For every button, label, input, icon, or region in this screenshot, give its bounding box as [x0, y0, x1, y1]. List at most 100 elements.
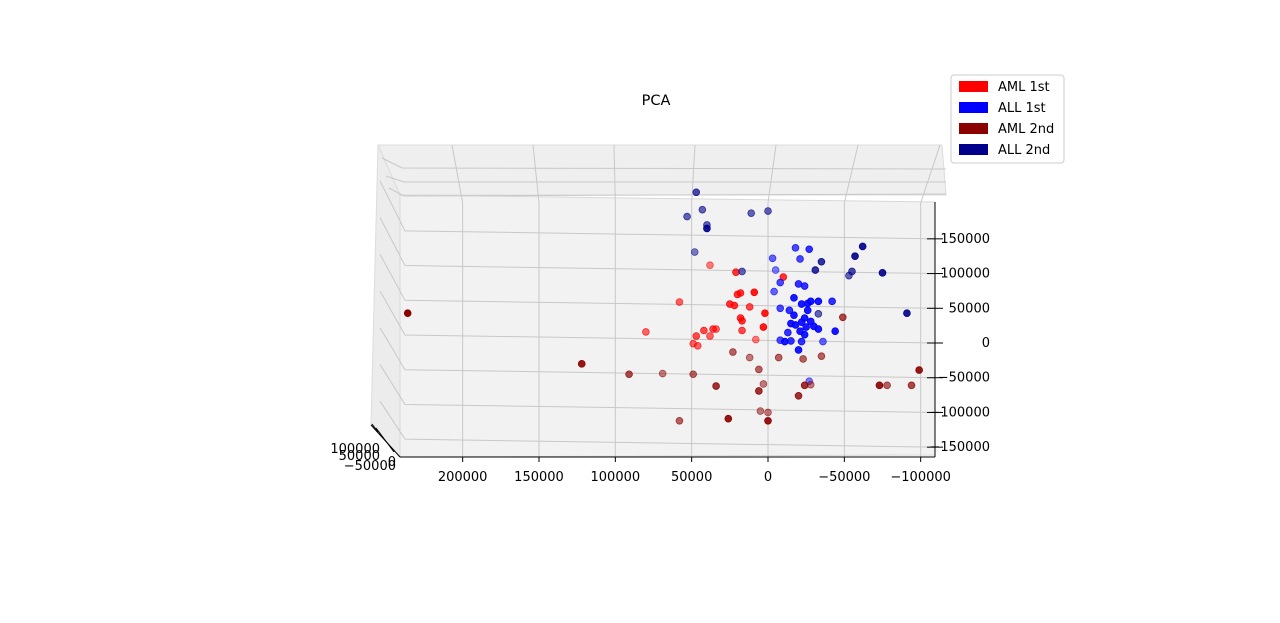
data-point-aml-2nd — [712, 382, 720, 390]
z-gridline — [379, 327, 936, 379]
data-point-aml-2nd — [774, 353, 783, 362]
y-tick-mark — [381, 435, 389, 445]
y-tick-mark — [387, 443, 395, 453]
data-point-all-1st — [768, 254, 777, 263]
x-gridline — [613, 144, 616, 457]
data-point-all-2nd — [858, 242, 867, 251]
y-tick-label: 50000 — [339, 449, 380, 464]
x-gridline — [532, 144, 540, 457]
legend-swatch-all-2nd — [959, 144, 988, 155]
data-point-all-1st — [831, 327, 839, 335]
data-point-all-2nd — [698, 205, 707, 214]
z-tick-label: 150000 — [940, 232, 990, 247]
gridlines — [379, 144, 947, 457]
data-point-aml-1st — [706, 261, 714, 270]
data-point-aml-2nd — [745, 353, 754, 362]
data-point-aml-2nd — [729, 348, 737, 356]
z-tick-label: −50000 — [938, 371, 990, 386]
data-point-all-1st — [791, 244, 800, 252]
data-point-aml-1st — [733, 290, 742, 299]
data-point-aml-1st — [706, 332, 714, 340]
data-point-aml-1st — [730, 301, 739, 310]
data-point-all-2nd — [692, 188, 701, 197]
z-tick-label: −150000 — [929, 440, 990, 455]
data-point-all-2nd — [878, 269, 887, 277]
data-point-aml-1st — [745, 303, 754, 311]
data-point-aml-1st — [642, 328, 650, 336]
z-tick-label: −100000 — [929, 405, 990, 420]
data-point-all-1st — [797, 318, 806, 326]
data-point-aml-2nd — [403, 309, 412, 317]
data-point-aml-2nd — [799, 355, 807, 363]
data-point-all-1st — [784, 328, 792, 337]
legend-label-all-1st: ALL 1st — [998, 101, 1046, 116]
data-point-all-1st — [776, 304, 785, 313]
data-point-all-1st — [805, 245, 814, 254]
data-point-all-1st — [790, 294, 798, 302]
data-point-aml-2nd — [658, 369, 667, 378]
x-tick-label: −100000 — [890, 470, 951, 485]
data-point-all-1st — [797, 337, 806, 346]
y-tick-mark — [375, 427, 383, 437]
data-point-aml-2nd — [875, 381, 884, 390]
data-point-aml-1st — [692, 332, 701, 340]
data-point-aml-2nd — [759, 380, 768, 388]
data-point-all-1st — [828, 297, 836, 306]
data-point-aml-1st — [709, 325, 717, 333]
y-gridline — [381, 157, 947, 170]
z-gridline — [379, 400, 936, 448]
data-point-all-1st — [791, 321, 800, 329]
scatter-points — [403, 188, 923, 425]
data-point-all-1st — [814, 297, 823, 306]
data-point-aml-2nd — [577, 360, 586, 368]
x-gridline — [767, 144, 777, 457]
y-tick-label: 100000 — [330, 442, 380, 457]
data-point-all-1st — [814, 325, 823, 333]
z-tick-label: 100000 — [940, 267, 990, 282]
data-point-aml-2nd — [755, 365, 763, 374]
data-point-aml-2nd — [883, 381, 891, 390]
data-point-aml-2nd — [817, 352, 826, 360]
z-tick-label: 0 — [982, 336, 990, 351]
data-point-aml-2nd — [764, 408, 772, 417]
y-tick-mark — [371, 423, 379, 433]
y-tick-label: 0 — [388, 455, 396, 470]
data-point-all-1st — [790, 311, 798, 320]
data-point-all-2nd — [690, 248, 699, 256]
legend-swatch-aml-2nd — [959, 123, 988, 134]
data-point-all-1st — [780, 337, 789, 346]
data-point-aml-2nd — [756, 407, 765, 415]
data-point-aml-2nd — [764, 416, 772, 425]
data-point-aml-1st — [700, 326, 708, 335]
data-point-all-2nd — [851, 252, 859, 260]
data-point-aml-2nd — [915, 366, 923, 374]
data-point-all-2nd — [747, 209, 756, 217]
legend-frame — [950, 74, 1065, 164]
legend-swatch-aml-1st — [959, 81, 988, 92]
z-gridline — [379, 180, 936, 240]
y-gridline — [388, 187, 947, 197]
data-point-aml-1st — [751, 335, 760, 344]
legend-swatch-all-1st — [959, 102, 988, 113]
data-point-all-2nd — [738, 267, 746, 276]
y-tick-label: −50000 — [344, 459, 396, 474]
data-point-aml-1st — [761, 309, 769, 317]
data-point-all-1st — [776, 278, 785, 287]
y-gridline — [385, 175, 946, 183]
data-point-all-1st — [803, 306, 812, 315]
data-point-aml-1st — [738, 316, 746, 325]
x-gridline — [451, 144, 464, 457]
data-point-all-1st — [785, 306, 794, 315]
z-tick-label: 50000 — [949, 301, 990, 316]
data-point-all-1st — [800, 282, 809, 290]
legend-label-aml-1st: AML 1st — [998, 80, 1050, 95]
data-point-all-1st — [802, 323, 810, 331]
data-point-all-2nd — [703, 224, 711, 233]
data-point-aml-2nd — [794, 391, 803, 400]
data-point-all-2nd — [764, 207, 772, 215]
chart-title: PCA — [642, 93, 671, 109]
x-gridline — [843, 144, 859, 457]
data-point-all-1st — [794, 346, 803, 354]
data-point-aml-1st — [750, 288, 759, 297]
